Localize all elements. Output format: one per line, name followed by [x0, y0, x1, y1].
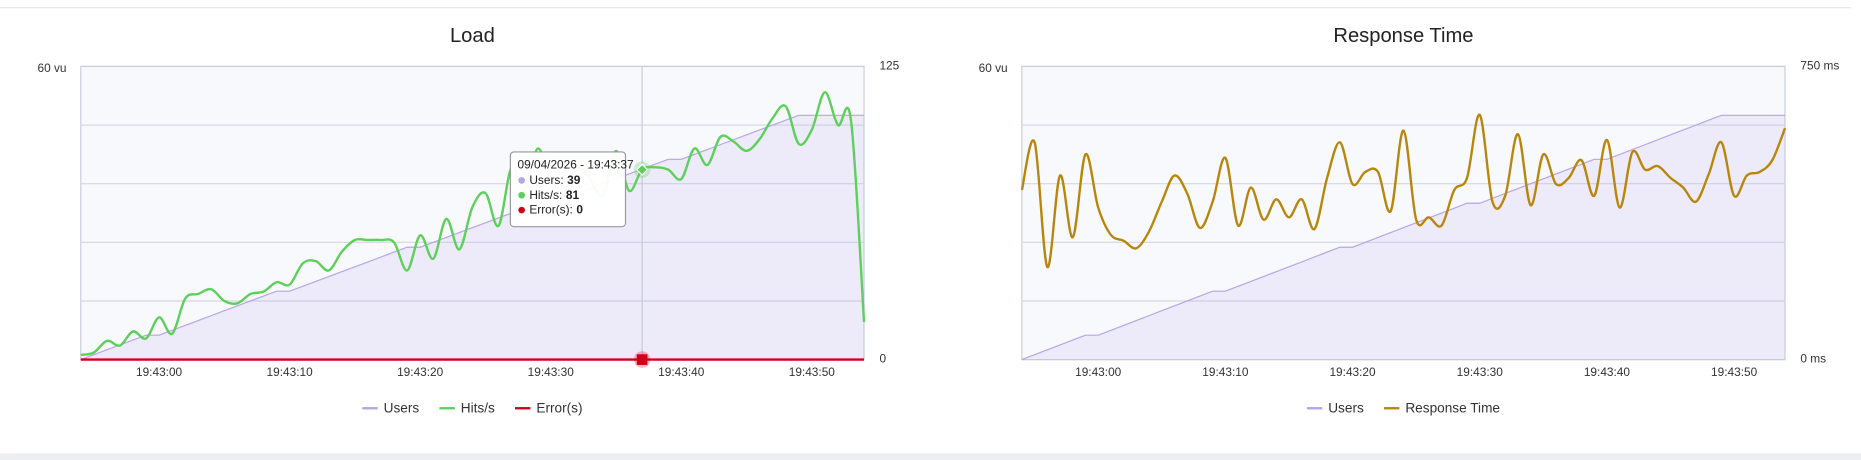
tooltip-row: Error(s): 0 [529, 203, 583, 217]
users-area [80, 115, 865, 360]
series-line [80, 91, 866, 357]
hover-marker [636, 354, 648, 365]
users-area [1021, 115, 1785, 360]
legend: Users Response Time [1306, 400, 1500, 415]
series-line [1021, 114, 1785, 361]
chart-title: Load [450, 25, 495, 47]
tooltip-value: 81 [566, 188, 580, 202]
plot-area [80, 65, 865, 361]
legend-label: Users [1328, 400, 1364, 415]
y-tick-label: 60 vu [38, 61, 67, 75]
hover-marker [635, 163, 649, 176]
tooltip-label: Users: [529, 173, 563, 187]
tooltip-dot [518, 177, 525, 184]
tooltip-value: 39 [567, 173, 581, 187]
tooltip-label: Error(s): [529, 203, 572, 217]
legend-label: Error(s) [536, 400, 582, 415]
legend: Users Hits/s Error(s) [362, 400, 583, 415]
y2-tick-label: 0 ms [1800, 352, 1826, 366]
x-tick-label: 19:43:30 [1457, 365, 1504, 379]
tooltip-box [509, 151, 627, 228]
x-tick-label: 19:43:20 [397, 365, 444, 379]
chart-title: Response Time [1333, 25, 1473, 47]
tooltip-row: Hits/s: 81 [529, 188, 579, 202]
legend-label: Response Time [1405, 400, 1500, 415]
x-tick-label: 19:43:20 [1329, 365, 1376, 379]
series-line [1020, 113, 1787, 269]
legend-label: Users [384, 400, 420, 415]
tooltip-dot [518, 191, 525, 199]
chart: Response Time 60 vu 0 ms 750 ms 19:43:00 19:4… [979, 25, 1840, 415]
x-tick-label: 19:43:40 [1584, 365, 1631, 379]
series-line [80, 114, 865, 361]
x-tick-label: 19:43:00 [1075, 365, 1122, 379]
y-tick-label: 60 vu [979, 61, 1008, 75]
tooltip-label: Hits/s: [529, 188, 562, 202]
tooltip-value: 0 [576, 203, 583, 217]
x-tick-label: 19:43:50 [789, 365, 836, 379]
y2-tick-label: 0 [879, 352, 886, 366]
x-tick-label: 19:43:00 [136, 365, 183, 379]
tooltip-row: Users: 39 [529, 173, 580, 187]
legend-label: Hits/s [461, 400, 495, 415]
x-tick-label: 19:43:10 [267, 365, 314, 379]
x-tick-label: 19:43:10 [1202, 365, 1249, 379]
y2-tick-label: 750 ms [1800, 59, 1839, 73]
x-tick-label: 19:43:50 [1711, 365, 1758, 379]
x-tick-label: 19:43:40 [658, 365, 705, 379]
x-tick-label: 19:43:30 [528, 365, 575, 379]
top-panel [0, 0, 1852, 8]
tooltip-title: 09/04/2026 - 19:43:37 [517, 158, 633, 172]
tooltip-dot [518, 206, 525, 214]
bottom-strip [0, 453, 1861, 460]
chart: Load 60 vu 0 125 19:43:00 19:43:10 19:43:20 19:… [38, 25, 900, 415]
y2-tick-label: 125 [879, 59, 899, 73]
